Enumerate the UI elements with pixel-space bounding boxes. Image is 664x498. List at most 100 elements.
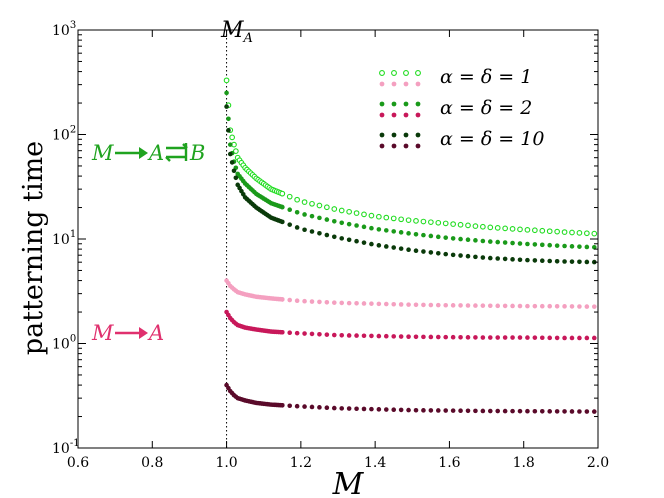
- series-2-point: [473, 238, 478, 243]
- series-3-point: [502, 256, 508, 262]
- legend-marker-green: [403, 101, 409, 107]
- series-2-point: [532, 242, 538, 247]
- series-1-point: [494, 224, 501, 231]
- series-2-point: [591, 244, 597, 250]
- series-6-point: [391, 407, 397, 413]
- legend-marker-green: [415, 101, 421, 107]
- series-5-point: [510, 335, 515, 340]
- series-6-point: [324, 405, 330, 411]
- annotation-lower: M A: [91, 321, 164, 345]
- x-tick-label: 1.4: [364, 455, 386, 471]
- annotation-lower-arrowhead: [139, 327, 148, 339]
- series-3-point: [450, 252, 456, 258]
- annotation-upper-M: M: [91, 141, 114, 165]
- series-1-point: [390, 215, 397, 222]
- x-tick-label: 0.6: [67, 455, 89, 471]
- series-1-point: [450, 221, 456, 227]
- series-6-point: [309, 404, 315, 410]
- series-1-point: [338, 207, 345, 214]
- series-6-point: [406, 407, 411, 413]
- legend-label-2: α = δ = 2: [440, 97, 532, 119]
- series-2-point: [495, 239, 501, 245]
- series-2-point: [361, 224, 367, 230]
- series-6-point: [532, 408, 538, 414]
- series-4-point: [398, 302, 404, 307]
- series-1-point: [286, 193, 293, 200]
- series-3-point: [406, 247, 411, 253]
- series-6-point: [443, 408, 449, 413]
- series-2-point: [354, 223, 359, 228]
- series-3-point: [510, 257, 515, 262]
- legend-marker-green: [391, 70, 397, 76]
- annotation-upper-equilibrium-icon: [165, 143, 188, 162]
- annotation-upper-A: A: [147, 141, 164, 165]
- series-4-point: [435, 302, 441, 308]
- series-6-point: [346, 406, 352, 411]
- series-4-point: [577, 304, 582, 309]
- series-3-point: [525, 257, 530, 263]
- series-5-point: [487, 335, 493, 340]
- series-2-point: [226, 116, 231, 122]
- series-6-point: [331, 405, 337, 411]
- series-1-point: [233, 148, 239, 155]
- series-3-point: [383, 244, 389, 249]
- legend-markers-3: [379, 132, 421, 149]
- series-1-point: [420, 218, 427, 225]
- series-2-point: [450, 236, 456, 241]
- series-1-point: [428, 219, 434, 226]
- annotation-upper-arrowhead: [139, 147, 148, 159]
- legend-marker-green: [379, 101, 385, 107]
- series-2-point: [443, 235, 449, 240]
- series-4-point: [376, 301, 382, 307]
- series-5-point: [473, 335, 478, 340]
- series-3-point: [317, 230, 322, 236]
- series-3-point: [554, 258, 560, 264]
- series-1-point: [316, 202, 323, 209]
- series-1-point: [584, 230, 590, 237]
- series-3-point: [577, 259, 582, 265]
- series-1-point: [376, 213, 382, 220]
- series-3-point: [294, 225, 300, 230]
- series-4-point: [369, 301, 374, 306]
- series-3-point: [391, 245, 397, 250]
- series-6-point: [569, 409, 575, 414]
- legend-marker-magenta: [379, 143, 385, 149]
- legend-marker-green: [403, 70, 409, 76]
- series-1-point: [442, 220, 449, 227]
- series-2-point: [324, 217, 330, 222]
- series-6-point: [376, 407, 382, 412]
- x-tick-label: 1.0: [215, 455, 237, 471]
- annotation-upper-B: B: [189, 141, 205, 165]
- series-1-point: [368, 212, 375, 219]
- series-3-point: [495, 256, 501, 261]
- legend-label-3: α = δ = 10: [440, 128, 544, 150]
- series-5-point: [324, 332, 330, 337]
- series-5-point: [458, 334, 463, 340]
- legend-marker-magenta: [415, 143, 421, 149]
- series-2-point: [465, 237, 471, 243]
- y-tick-label: 100: [52, 334, 76, 353]
- series-3-point: [517, 257, 523, 263]
- legend-marker-magenta: [415, 112, 421, 118]
- series-4-point: [591, 304, 597, 309]
- series-5-point: [421, 334, 426, 340]
- legend-marker-green: [415, 132, 421, 138]
- series-5-point: [562, 335, 567, 341]
- series-5-point: [309, 331, 315, 337]
- series-4-point: [279, 297, 285, 302]
- series-5-point: [577, 335, 582, 341]
- series-4-point: [421, 302, 426, 308]
- series-5-point: [287, 330, 293, 336]
- series-6-point: [577, 409, 582, 414]
- series-1-point: [591, 230, 598, 237]
- legend-marker-magenta: [403, 143, 409, 149]
- series-5-point: [391, 334, 397, 339]
- series-1-point: [532, 227, 538, 234]
- series-3-point: [331, 234, 337, 240]
- series-3-point: [233, 175, 239, 181]
- series-5-point: [591, 335, 597, 341]
- series-3-point: [539, 258, 545, 264]
- legend: α = δ = 1 α = δ = 2 α = δ = 10: [379, 66, 544, 150]
- series-3-point: [443, 251, 449, 257]
- legend-markers-2: [379, 101, 421, 118]
